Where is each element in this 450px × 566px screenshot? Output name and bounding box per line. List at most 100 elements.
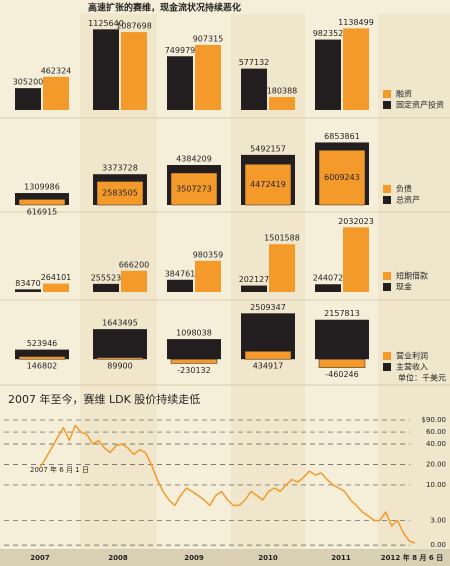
- bar: [43, 76, 69, 110]
- y-tick-label: 10.00: [426, 481, 446, 489]
- annotation: 2007 年 6 月 1 日: [30, 465, 89, 474]
- value-label: 666200: [119, 260, 150, 269]
- bar: [343, 227, 369, 292]
- bar: [195, 260, 221, 292]
- value-label: 4384209: [176, 154, 212, 163]
- bar: [96, 181, 144, 206]
- value-label: 2157813: [324, 309, 360, 318]
- bar: [18, 356, 66, 360]
- bar: [318, 149, 366, 206]
- bar: [315, 284, 341, 292]
- value-label: 1138499: [338, 18, 374, 27]
- x-tick-label: 2011: [331, 554, 351, 562]
- value-label: 6009243: [324, 173, 360, 182]
- legend-label: 现金: [396, 282, 412, 292]
- x-tick-label: 2008: [108, 554, 128, 562]
- legend-swatch: [383, 283, 391, 291]
- legend-swatch: [383, 101, 391, 109]
- bar: [15, 289, 41, 292]
- bar: [167, 56, 193, 110]
- legend-swatch: [383, 272, 391, 280]
- value-label: 5492157: [250, 144, 286, 153]
- legend-label: 营业利润: [396, 351, 428, 361]
- bar: [244, 350, 292, 360]
- value-label: 1309986: [24, 183, 60, 192]
- bar: [170, 172, 218, 206]
- value-label: 6853861: [324, 132, 360, 141]
- value-label: 749979: [165, 46, 196, 55]
- bar: [318, 358, 366, 368]
- unit-label: 单位：千美元: [398, 373, 446, 383]
- value-label: 83470: [15, 279, 40, 288]
- value-label: 462324: [41, 66, 72, 75]
- x-tick-label: 2010: [258, 554, 278, 562]
- value-label: 384761: [165, 269, 196, 278]
- legend-label: 固定资产投资: [396, 100, 444, 110]
- legend-swatch: [383, 185, 391, 193]
- y-tick-label: 0.00: [430, 541, 446, 549]
- x-tick-label: 2012 年 8 月 6 日: [381, 553, 443, 562]
- legend-label: 主营收入: [396, 362, 428, 372]
- value-label: 434917: [253, 362, 284, 371]
- value-label: 577132: [239, 58, 270, 67]
- bar: [241, 68, 267, 110]
- price-line: [39, 424, 416, 544]
- bar: [93, 29, 119, 111]
- x-tick-label: 2009: [184, 554, 204, 562]
- legend-swatch: [383, 196, 391, 204]
- y-tick-label: 60.00: [426, 428, 446, 436]
- y-tick-label: 3.00: [430, 516, 446, 524]
- bar: [15, 88, 41, 110]
- value-label: 1501588: [264, 234, 300, 243]
- value-label: 2509347: [250, 303, 286, 312]
- value-label: 264101: [41, 273, 72, 282]
- value-label: 1125640: [88, 19, 124, 28]
- x-tick-label: 2007: [30, 554, 50, 562]
- legend-swatch: [383, 90, 391, 98]
- y-tick-label: 40.00: [426, 440, 446, 448]
- bar: [343, 28, 369, 111]
- value-label: 180388: [267, 87, 298, 96]
- value-label: 1087698: [116, 22, 152, 31]
- bar: [195, 44, 221, 111]
- value-label: 89900: [107, 362, 132, 371]
- bar: [167, 339, 221, 360]
- value-label: 907315: [193, 34, 224, 43]
- bar: [269, 244, 295, 292]
- bar: [96, 357, 144, 360]
- chart-title: 高速扩张的赛维，现金流状况持续恶化: [88, 2, 241, 14]
- value-label: 980359: [193, 250, 224, 259]
- bar: [121, 270, 147, 292]
- value-label: 2583505: [102, 189, 138, 198]
- legend-swatch: [383, 352, 391, 360]
- value-label: 244072: [313, 274, 344, 283]
- bar: [315, 319, 369, 360]
- value-label: 523946: [27, 339, 58, 348]
- value-label: 4472419: [250, 180, 286, 189]
- value-label: 202127: [239, 275, 270, 284]
- bar: [241, 285, 267, 292]
- value-label: -230132: [177, 366, 210, 375]
- bar: [18, 199, 66, 206]
- y-tick-label: $90.00: [422, 416, 447, 424]
- y-tick-label: 20.00: [426, 460, 446, 468]
- bar: [15, 349, 69, 360]
- value-label: 982352: [313, 29, 344, 38]
- bar: [170, 358, 218, 364]
- bar: [167, 279, 193, 292]
- bar: [15, 193, 69, 205]
- bar: [269, 97, 295, 110]
- bar: [244, 163, 292, 206]
- legend-label: 短期借款: [396, 271, 428, 281]
- bar: [121, 32, 147, 110]
- value-label: 1643495: [102, 319, 138, 328]
- value-label: 3373728: [102, 164, 138, 173]
- legend-label: 负债: [396, 184, 412, 194]
- bar: [315, 39, 341, 110]
- value-label: 255523: [91, 273, 122, 282]
- value-label: 2032023: [338, 217, 374, 226]
- line-chart-title: 2007 年至今，赛维 LDK 股价持续走低: [8, 392, 200, 406]
- value-label: 3507273: [176, 184, 212, 193]
- legend-swatch: [383, 363, 391, 371]
